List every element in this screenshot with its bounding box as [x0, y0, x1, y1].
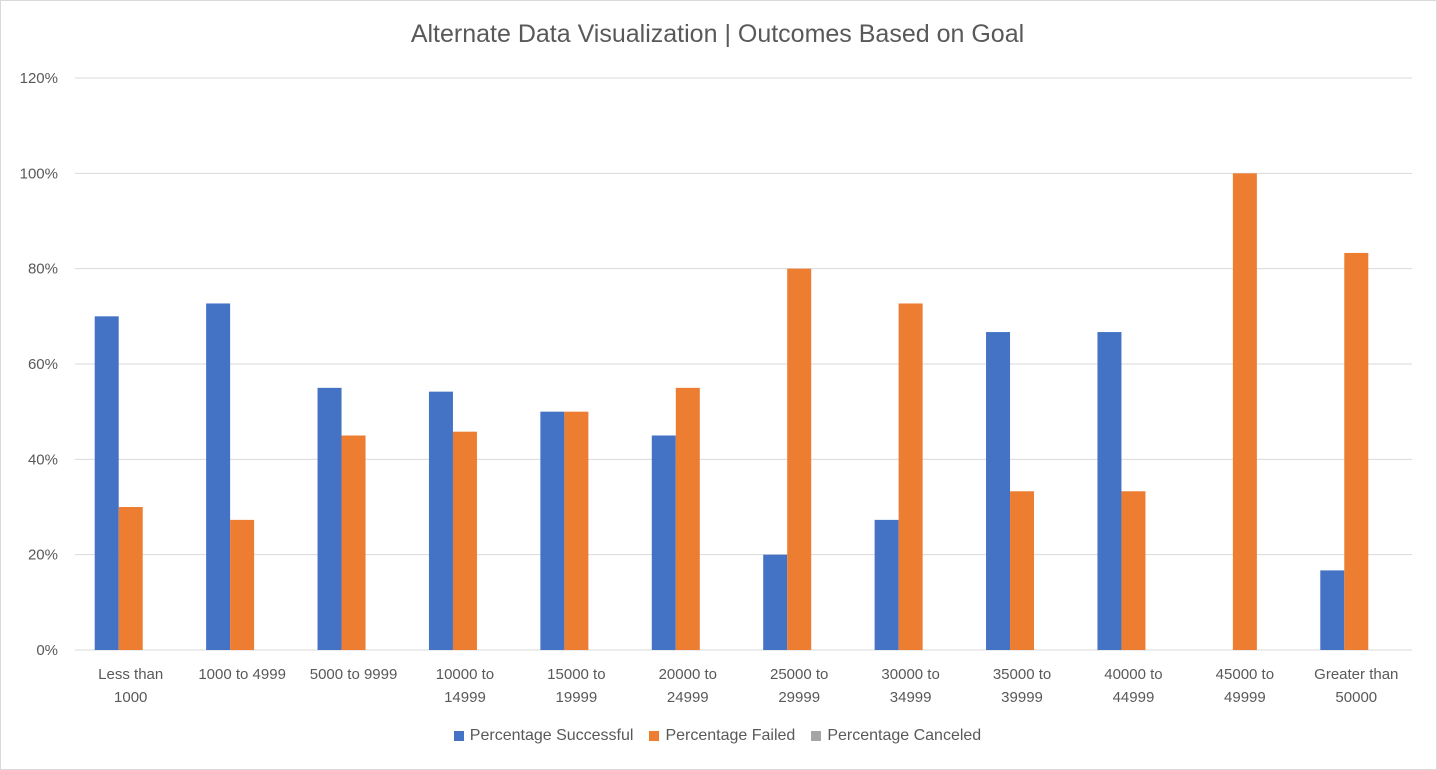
bar-percentage-successful	[1320, 570, 1345, 650]
bar-percentage-successful	[1097, 332, 1122, 650]
y-tick-label: 120%	[20, 70, 58, 87]
bar-percentage-failed	[1010, 491, 1035, 650]
y-tick-label: 20%	[28, 547, 58, 564]
x-category-label-line: 10000 to	[436, 666, 494, 683]
x-category-label-line: 15000 to	[547, 666, 605, 683]
x-category-label: 30000 to 34999	[881, 666, 939, 706]
x-category-label: Greater than 50000	[1314, 666, 1398, 706]
chart-legend: Percentage Successful Percentage Failed Pe…	[0, 727, 1435, 745]
legend-swatch	[811, 731, 822, 741]
bar-percentage-successful	[763, 554, 788, 650]
x-category-label-line: 1000 to 4999	[198, 666, 286, 683]
x-category-label-line: 14999	[444, 689, 486, 706]
chart-title: Alternate Data Visualization | Outcomes …	[410, 20, 1025, 48]
legend-swatch	[453, 731, 464, 741]
x-category-label-line: 44999	[1113, 689, 1155, 706]
bar-percentage-failed	[341, 435, 366, 650]
y-tick-label: 0%	[36, 642, 58, 659]
y-tick-label: 100%	[20, 165, 58, 182]
bar-percentage-successful	[540, 411, 565, 650]
legend-swatch	[649, 731, 660, 741]
y-tick-label: 80%	[28, 261, 58, 278]
x-category-label-line: 5000 to 9999	[310, 666, 398, 683]
x-category-label-line: 25000 to	[770, 666, 828, 683]
legend-item: Percentage Successful	[453, 727, 634, 745]
bar-percentage-successful	[874, 519, 899, 650]
x-category-label-line: 50000	[1335, 689, 1377, 706]
bar-percentage-successful	[206, 303, 231, 650]
x-category-label-line: 1000	[114, 689, 147, 706]
x-category-label-line: Greater than	[1314, 666, 1398, 683]
x-category-label: 35000 to 39999	[993, 666, 1051, 706]
bar-percentage-successful	[94, 316, 119, 650]
bar-percentage-failed	[1344, 252, 1369, 651]
x-category-label-line: 40000 to	[1104, 666, 1162, 683]
legend-label: Percentage Failed	[665, 727, 796, 744]
y-tick-label: 40%	[28, 451, 58, 468]
x-category-label-line: 35000 to	[993, 666, 1051, 683]
x-category-label: 1000 to 4999	[198, 666, 286, 683]
bar-percentage-failed	[452, 431, 477, 650]
bar-percentage-failed	[1232, 173, 1257, 651]
x-category-label: Less than 1000	[98, 666, 163, 706]
bar-percentage-failed	[230, 519, 255, 650]
x-category-label: 40000 to 44999	[1104, 666, 1162, 706]
bar-percentage-failed	[564, 411, 589, 650]
bar-percentage-failed	[118, 507, 143, 650]
legend-item: Percentage Failed	[649, 727, 795, 745]
x-category-label-line: 30000 to	[881, 666, 939, 683]
bar-percentage-failed	[675, 387, 700, 650]
bar-percentage-successful	[986, 332, 1011, 650]
bar-percentage-successful	[428, 391, 453, 650]
x-category-label-line: 49999	[1224, 689, 1266, 706]
bar-percentage-failed	[1121, 491, 1146, 650]
x-category-label-line: Less than	[98, 666, 163, 683]
legend-item: Percentage Canceled	[811, 727, 981, 745]
y-tick-label: 60%	[28, 356, 58, 373]
bar-percentage-failed	[898, 303, 923, 650]
x-category-label-line: 39999	[1001, 689, 1043, 706]
bar-percentage-successful	[317, 387, 342, 650]
x-category-label: 10000 to 14999	[436, 666, 494, 706]
legend-label: Percentage Canceled	[827, 727, 982, 744]
bar-percentage-failed	[787, 268, 812, 650]
x-category-label-line: 45000 to	[1216, 666, 1274, 683]
x-category-label: 15000 to 19999	[547, 666, 605, 706]
x-category-label: 45000 to 49999	[1216, 666, 1274, 706]
x-category-label-line: 29999	[778, 689, 820, 706]
x-category-label-line: 24999	[667, 689, 709, 706]
x-category-label: 20000 to 24999	[659, 666, 717, 706]
x-category-label: 25000 to 29999	[770, 666, 828, 706]
x-category-label-line: 20000 to	[659, 666, 717, 683]
bar-percentage-successful	[651, 435, 676, 650]
x-category-label-line: 19999	[556, 689, 598, 706]
legend-label: Percentage Successful	[469, 727, 634, 744]
x-category-label: 5000 to 9999	[310, 666, 398, 683]
x-category-label-line: 34999	[890, 689, 932, 706]
